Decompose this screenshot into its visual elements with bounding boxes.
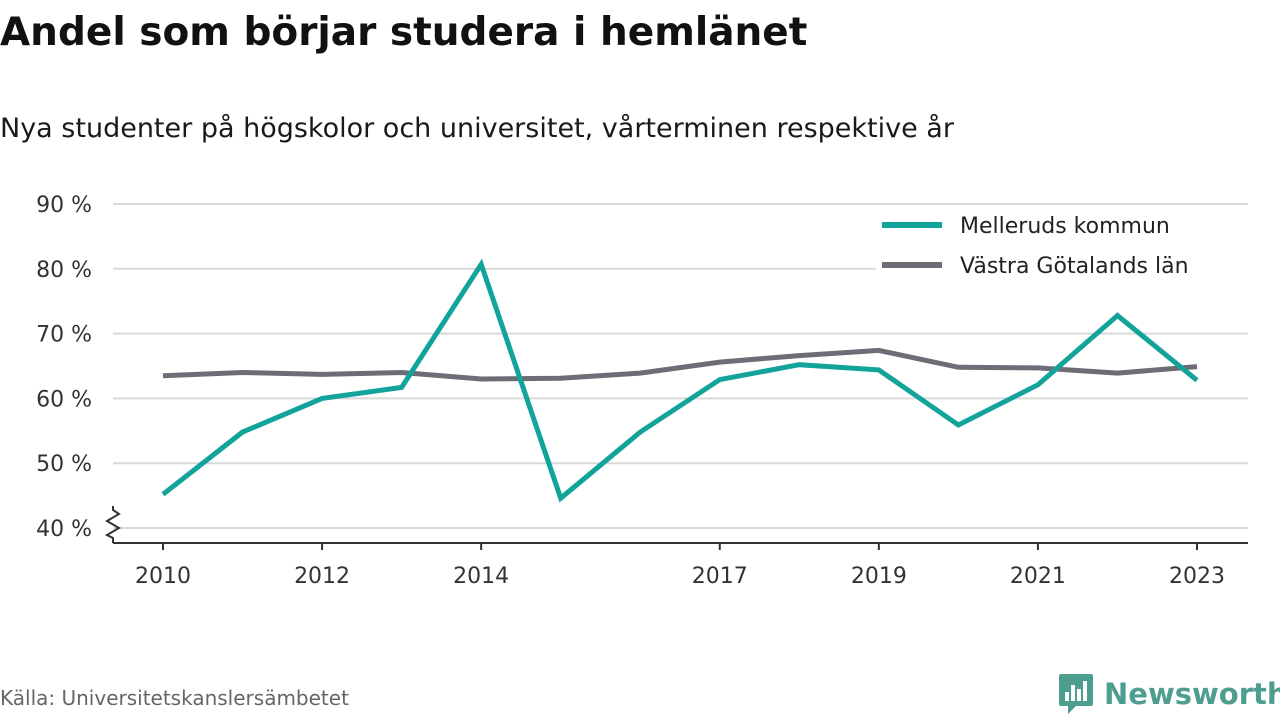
x-tick-label: 2010: [135, 564, 191, 589]
chart-subtitle: Nya studenter på högskolor och universit…: [0, 113, 954, 144]
legend-label: Melleruds kommun: [960, 214, 1170, 239]
x-tick-label: 2023: [1169, 564, 1225, 589]
x-tick-label: 2021: [1010, 564, 1066, 589]
data-series: [161, 258, 1199, 503]
brand-logo[interactable]: Newsworthy: [1058, 672, 1280, 716]
y-tick-label: 80 %: [36, 258, 92, 283]
legend-background: [876, 206, 1248, 292]
y-tick-label: 70 %: [36, 323, 92, 348]
chart-title: Andel som börjar studera i hemlänet: [0, 10, 808, 55]
line-chart: 40 % 50 % 60 % 70 % 80 % 90 % 2010 2012 2014 2017…: [36, 193, 1248, 589]
x-tick-label: 2012: [294, 564, 350, 589]
zigzag-axis-break-icon: [104, 506, 121, 543]
x-tick-label: 2014: [453, 564, 509, 589]
y-tick-label: 50 %: [36, 452, 92, 477]
bar-chart-speech-bubble-icon: [1059, 674, 1093, 714]
y-tick-label: 40 %: [36, 517, 92, 542]
axes: 40 % 50 % 60 % 70 % 80 % 90 % 2010 2012 2014 2017…: [36, 193, 1248, 589]
series-line-1: [162, 347, 1198, 382]
x-tick-label: 2019: [851, 564, 907, 589]
source-note: Källa: Universitetskanslersämbetet: [0, 686, 349, 710]
legend-label: Västra Götalands län: [960, 254, 1189, 279]
y-tick-label: 90 %: [36, 193, 92, 218]
y-tick-label: 60 %: [36, 387, 92, 412]
grid-lines: [113, 203, 1248, 529]
series-line-0: [161, 258, 1199, 503]
brand-name: Newsworthy: [1104, 677, 1280, 711]
x-tick-label: 2017: [692, 564, 748, 589]
legend: Melleruds kommun Västra Götalands län: [876, 206, 1248, 292]
